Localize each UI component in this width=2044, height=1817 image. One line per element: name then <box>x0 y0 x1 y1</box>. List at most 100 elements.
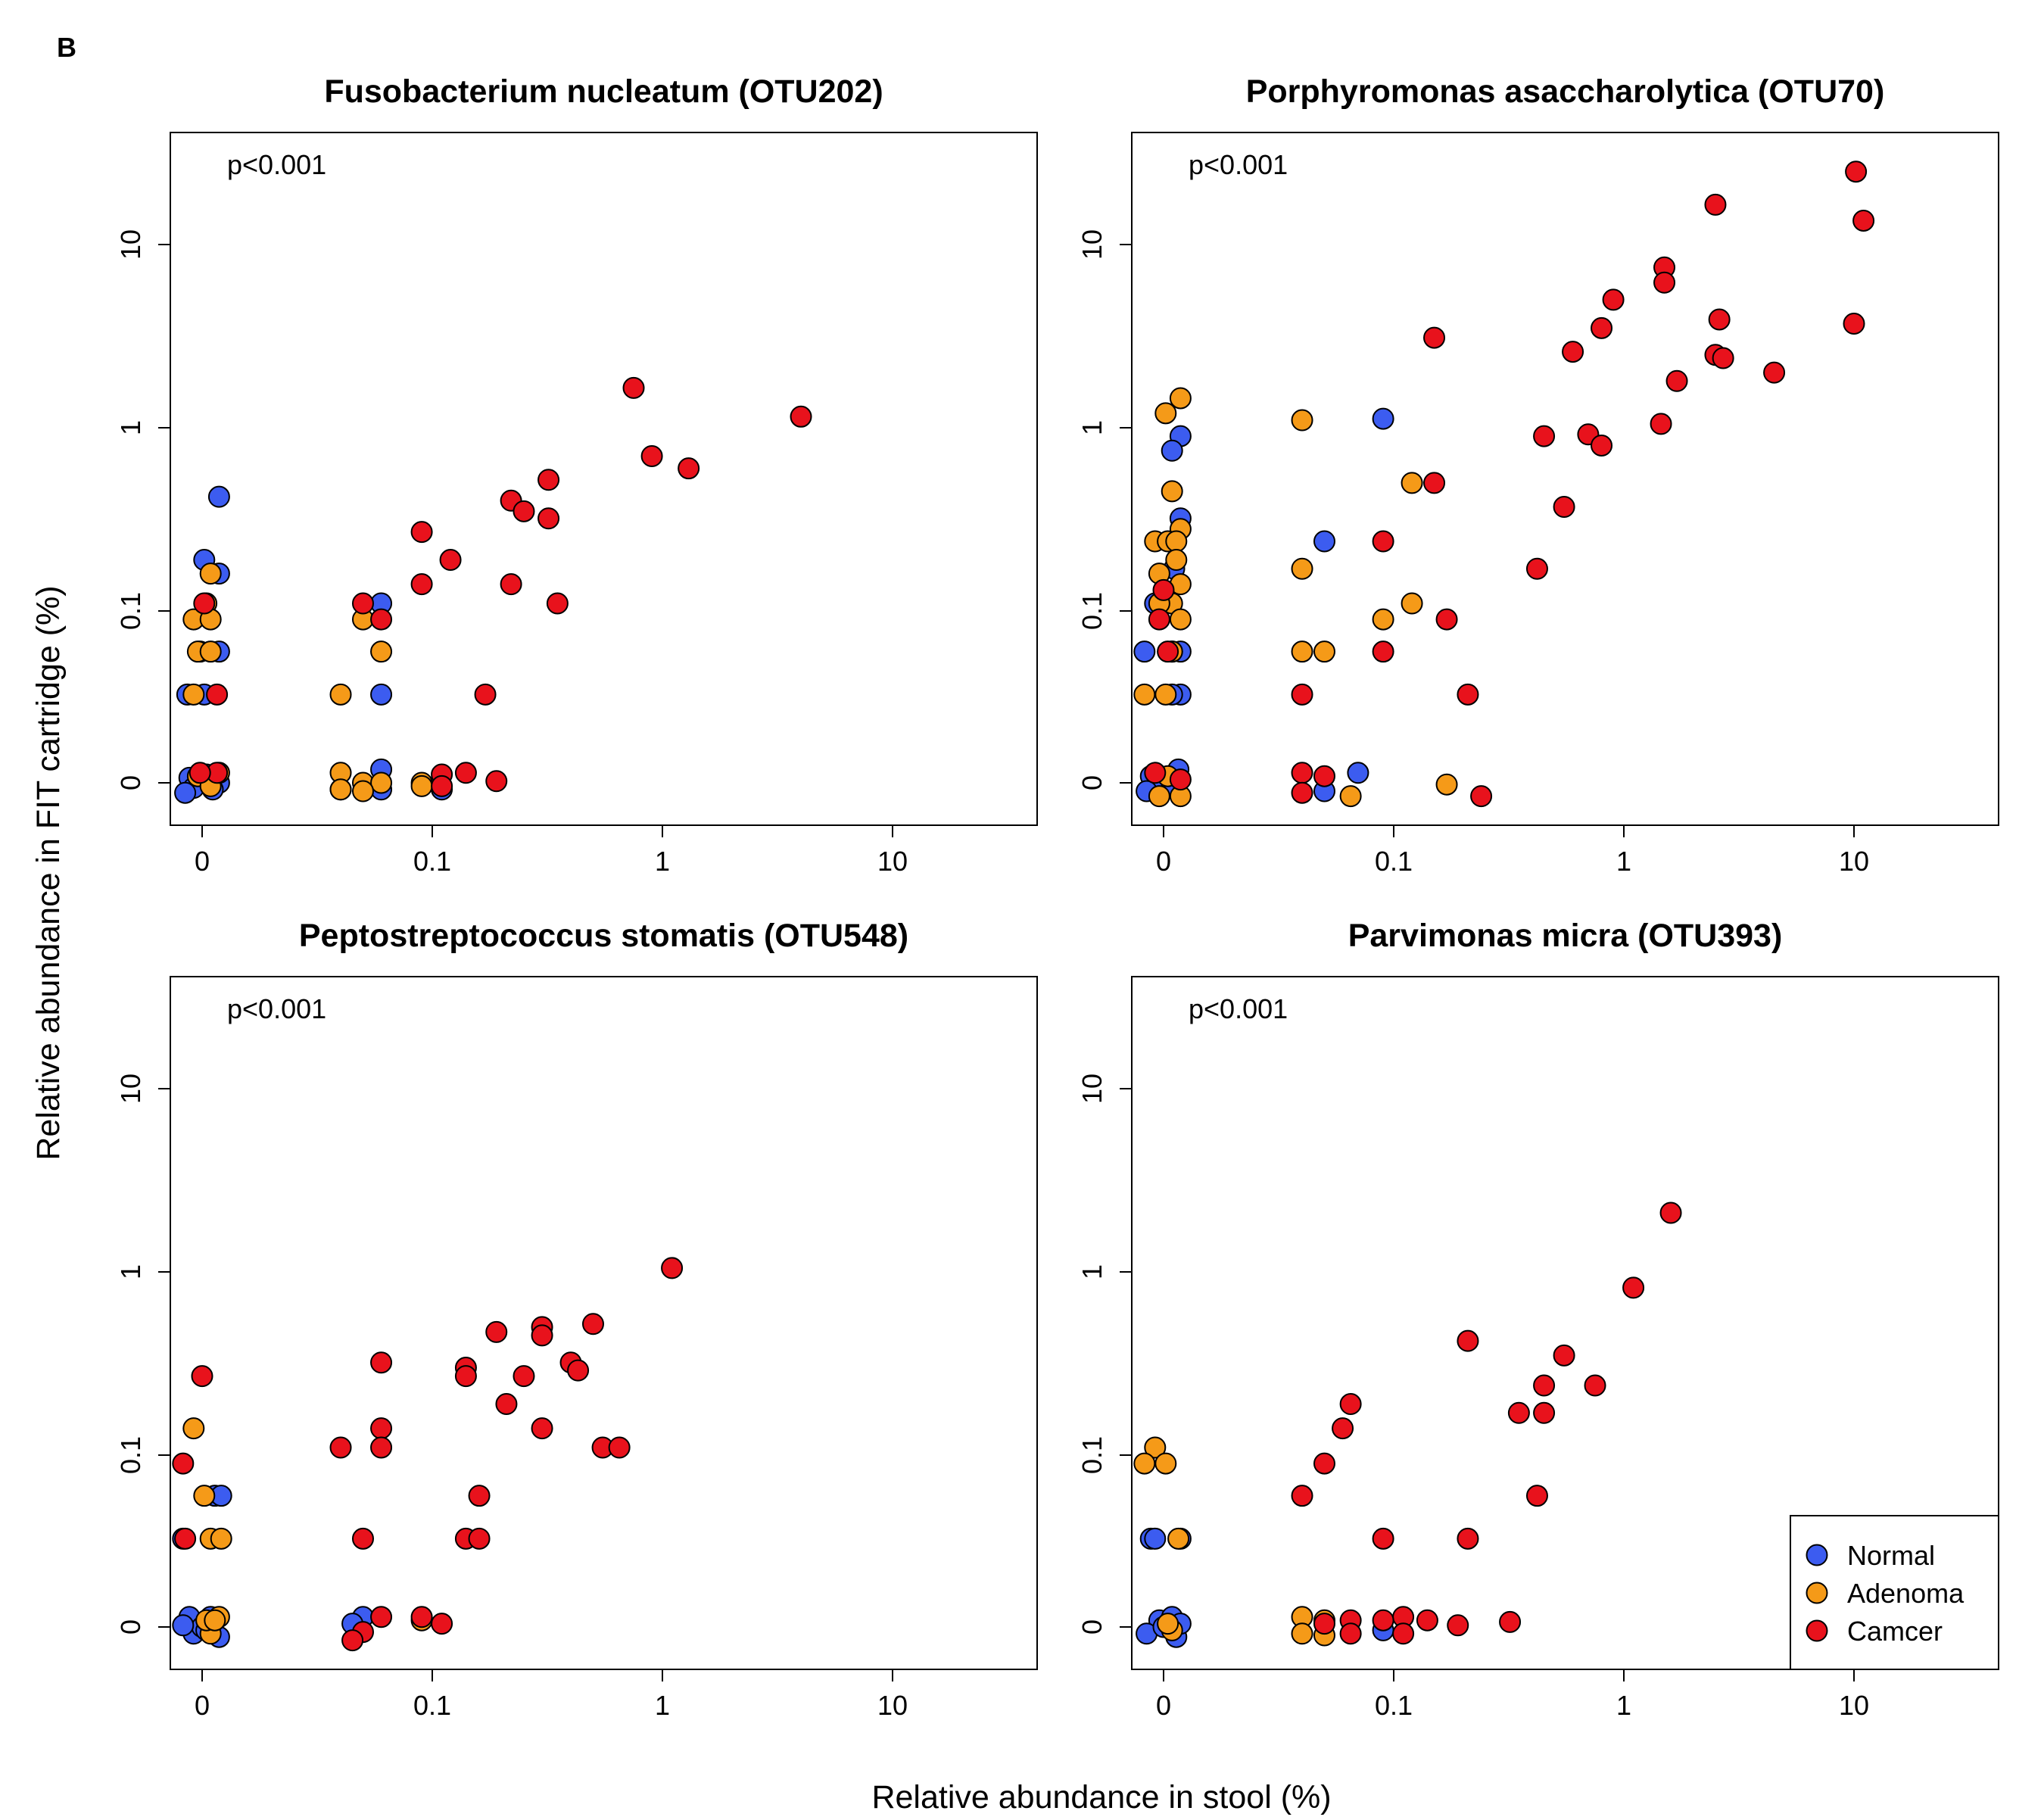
data-point-camcer <box>370 1436 393 1459</box>
data-point-camcer <box>1372 1609 1394 1632</box>
panel-title: Porphyromonas asaccharolytica (OTU70) <box>1246 73 1885 110</box>
data-point-adenoma <box>1339 785 1362 808</box>
y-tick-label: 10 <box>1077 229 1108 260</box>
data-point-adenoma <box>1157 1613 1179 1635</box>
data-point-adenoma <box>410 774 433 797</box>
data-point-adenoma <box>210 1527 232 1550</box>
data-point-camcer <box>1653 271 1676 294</box>
data-point-camcer <box>370 1606 393 1628</box>
data-point-camcer <box>1852 209 1875 232</box>
data-point-normal <box>1144 1527 1167 1550</box>
data-point-camcer <box>1704 193 1727 216</box>
data-point-camcer <box>495 1393 518 1416</box>
y-tick-label: 1 <box>1077 420 1108 435</box>
data-point-camcer <box>1392 1622 1415 1645</box>
data-point-camcer <box>546 592 569 615</box>
data-point-camcer <box>191 1365 213 1388</box>
data-point-normal <box>1313 530 1335 553</box>
data-point-camcer <box>1845 161 1868 183</box>
data-point-normal <box>1133 640 1156 663</box>
x-tick-label: 10 <box>877 846 908 877</box>
data-point-adenoma <box>1291 1622 1313 1645</box>
data-point-camcer <box>1665 369 1688 392</box>
data-point-camcer <box>640 444 663 467</box>
legend-marker-normal <box>1806 1544 1828 1566</box>
chart-panel-3: Peptostreptococcus stomatis (OTU548) p<0.… <box>115 918 1038 1721</box>
legend-marker-camcer <box>1806 1619 1828 1642</box>
data-point-camcer <box>410 1606 433 1628</box>
data-point-camcer <box>341 1629 364 1652</box>
data-point-adenoma <box>1133 1452 1156 1475</box>
data-point-adenoma <box>1167 1527 1190 1550</box>
data-point-camcer <box>1470 785 1493 808</box>
data-point-camcer <box>678 457 700 480</box>
data-point-camcer <box>1423 472 1446 494</box>
data-point-adenoma <box>182 683 205 706</box>
data-point-camcer <box>351 592 374 615</box>
data-point-adenoma <box>193 1485 216 1507</box>
x-tick-label: 0 <box>195 1690 210 1721</box>
data-point-camcer <box>1313 1613 1335 1635</box>
data-point-camcer <box>1157 640 1179 663</box>
data-point-normal <box>370 683 393 706</box>
data-point-adenoma <box>1291 409 1313 432</box>
data-point-camcer <box>537 507 560 530</box>
data-point-adenoma <box>1169 387 1192 410</box>
data-point-adenoma <box>1133 683 1156 706</box>
data-point-adenoma <box>1165 530 1188 553</box>
data-point-camcer <box>790 405 812 428</box>
data-point-camcer <box>1148 608 1170 631</box>
data-point-camcer <box>1584 1374 1606 1397</box>
x-tick-label: 0 <box>195 846 210 877</box>
data-point-camcer <box>1591 316 1613 339</box>
series-adenoma <box>182 1417 433 1645</box>
data-point-camcer <box>1457 1527 1479 1550</box>
data-point-camcer <box>1144 762 1167 784</box>
data-point-camcer <box>1372 1527 1394 1550</box>
data-point-camcer <box>370 1351 393 1374</box>
data-point-adenoma <box>1154 683 1177 706</box>
y-tick-label: 1 <box>115 420 146 435</box>
data-point-camcer <box>1291 1485 1313 1507</box>
data-point-camcer <box>485 770 508 793</box>
data-point-camcer <box>1372 640 1394 663</box>
data-point-adenoma <box>1401 592 1423 615</box>
y-tick-label: 0.1 <box>1077 1436 1108 1474</box>
data-point-camcer <box>1591 434 1613 457</box>
data-point-camcer <box>1562 341 1584 363</box>
y-tick-label: 0 <box>115 1619 146 1635</box>
y-tick-label: 1 <box>1077 1264 1108 1279</box>
data-point-camcer <box>351 1527 374 1550</box>
y-tick-label: 10 <box>115 229 146 260</box>
data-point-camcer <box>370 1417 393 1440</box>
data-point-camcer <box>1332 1417 1354 1440</box>
data-point-camcer <box>1763 361 1786 384</box>
panel-title: Fusobacterium nucleatum (OTU202) <box>324 73 883 110</box>
x-tick-label: 1 <box>1616 846 1631 877</box>
x-tick-label: 0.1 <box>1375 846 1413 877</box>
data-point-camcer <box>513 1365 535 1388</box>
data-point-camcer <box>531 1417 553 1440</box>
y-tick-label: 0.1 <box>1077 592 1108 630</box>
data-point-camcer <box>1712 347 1734 369</box>
data-point-camcer <box>531 1324 553 1347</box>
data-point-camcer <box>1435 608 1458 631</box>
data-point-adenoma <box>351 780 374 803</box>
panel-title: Peptostreptococcus stomatis (OTU548) <box>299 918 908 954</box>
data-point-camcer <box>1291 781 1313 804</box>
data-point-normal <box>1347 762 1369 784</box>
data-point-normal <box>174 781 197 804</box>
data-point-camcer <box>1533 1374 1556 1397</box>
data-point-normal <box>1372 407 1394 430</box>
data-point-camcer <box>661 1257 684 1279</box>
data-point-camcer <box>1553 495 1575 518</box>
data-point-camcer <box>474 683 497 706</box>
data-point-camcer <box>1416 1609 1438 1632</box>
plot-frame <box>170 976 1038 1670</box>
data-point-camcer <box>1457 683 1479 706</box>
data-point-camcer <box>329 1436 352 1459</box>
data-point-camcer <box>1291 762 1313 784</box>
data-point-camcer <box>1622 1276 1645 1299</box>
x-axis-title: Relative abundance in stool (%) <box>871 1779 1331 1815</box>
data-point-adenoma <box>1161 480 1183 503</box>
